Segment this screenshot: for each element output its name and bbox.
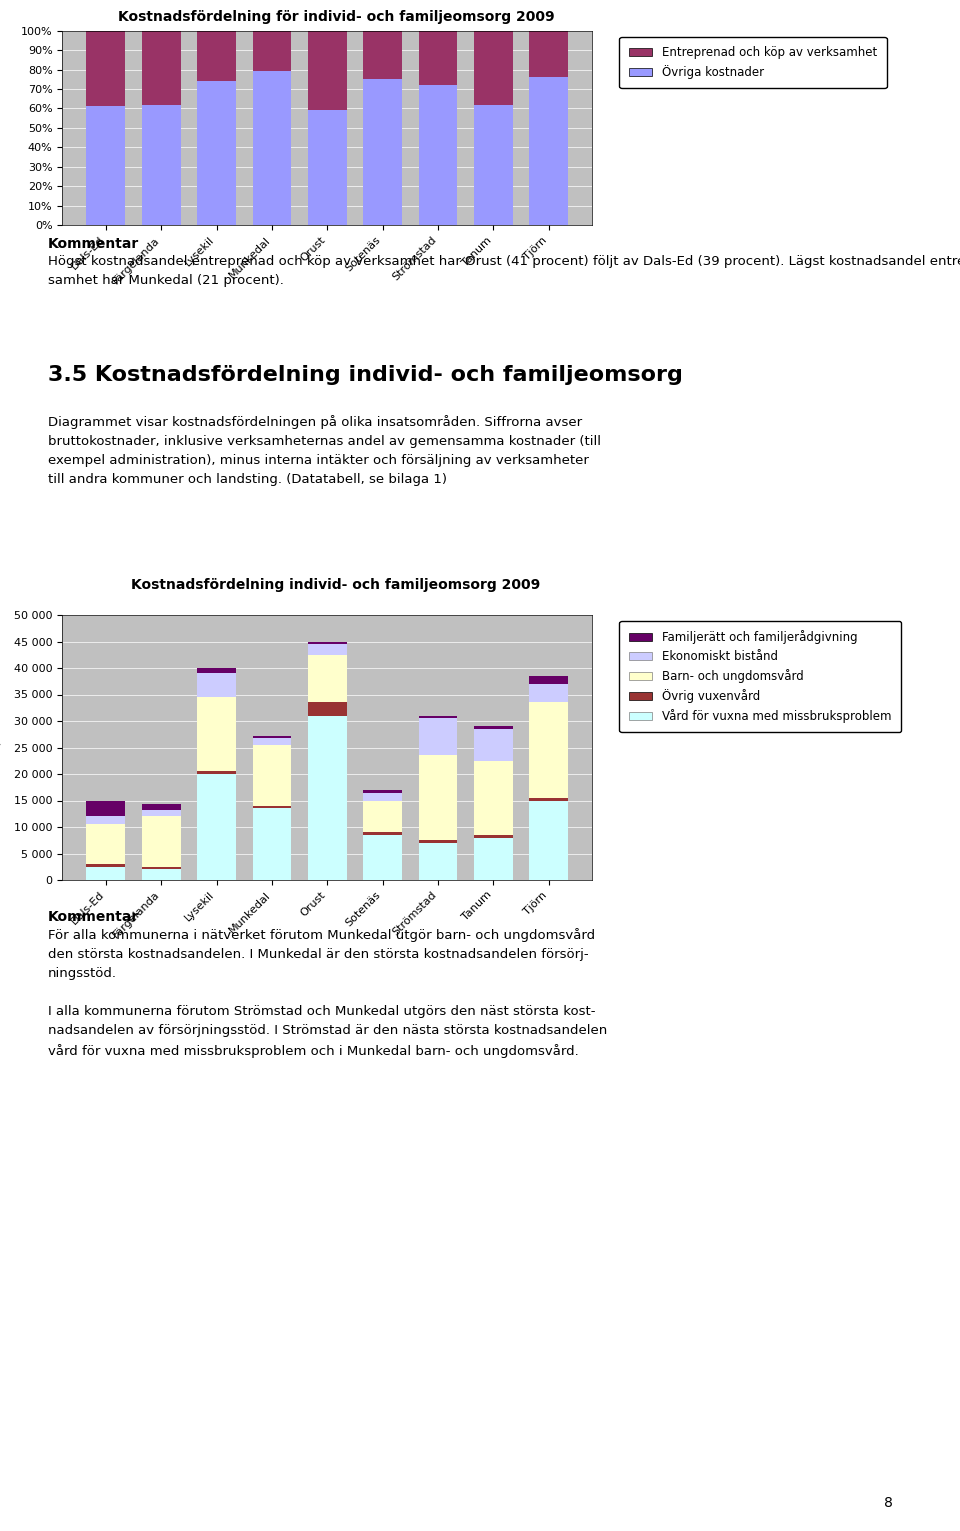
Text: Diagrammet visar kostnadsfördelningen på olika insatsområden. Siffrorna avser
br: Diagrammet visar kostnadsfördelningen på… bbox=[48, 415, 601, 485]
Bar bbox=[530, 77, 568, 225]
Bar bbox=[419, 755, 458, 841]
Bar bbox=[530, 677, 568, 684]
Legend: Familjerätt och familjerådgivning, Ekonomiskt bistånd, Barn- och ungdomsvård, Öv: Familjerätt och familjerådgivning, Ekono… bbox=[619, 622, 900, 732]
Bar bbox=[419, 841, 458, 844]
Bar bbox=[419, 718, 458, 755]
Bar bbox=[530, 684, 568, 703]
Bar bbox=[530, 798, 568, 801]
Text: Högst kostnadsandel entreprenad och köp av verksamhet har Orust (41 procent) föl: Högst kostnadsandel entreprenad och köp … bbox=[48, 256, 960, 286]
Bar bbox=[363, 790, 402, 793]
Legend: Entreprenad och köp av verksamhet, Övriga kostnader: Entreprenad och köp av verksamhet, Övrig… bbox=[619, 37, 887, 89]
Bar bbox=[86, 863, 125, 867]
Text: För alla kommunerna i nätverket förutom Munkedal utgör barn- och ungdomsvård
den: För alla kommunerna i nätverket förutom … bbox=[48, 928, 608, 1058]
Bar bbox=[197, 81, 236, 225]
Bar bbox=[363, 80, 402, 225]
Bar bbox=[419, 86, 458, 225]
Bar bbox=[308, 645, 347, 655]
Bar bbox=[252, 31, 292, 72]
Bar bbox=[86, 867, 125, 880]
Bar bbox=[419, 31, 458, 86]
Bar bbox=[474, 726, 513, 729]
Bar bbox=[252, 736, 292, 738]
Text: 8: 8 bbox=[884, 1496, 893, 1510]
Bar bbox=[530, 31, 568, 77]
Text: Kostnadsfördelning för individ- och familjeomsorg 2009: Kostnadsfördelning för individ- och fami… bbox=[118, 11, 554, 24]
Bar bbox=[530, 801, 568, 880]
Bar bbox=[142, 31, 180, 104]
Bar bbox=[252, 746, 292, 805]
Bar bbox=[474, 104, 513, 225]
Bar bbox=[252, 805, 292, 808]
Bar bbox=[363, 834, 402, 880]
Bar bbox=[142, 804, 180, 810]
Bar bbox=[197, 772, 236, 775]
Bar bbox=[252, 72, 292, 225]
Bar bbox=[197, 674, 236, 697]
Text: Kostnadsfördelning individ- och familjeomsorg 2009: Kostnadsfördelning individ- och familjeo… bbox=[132, 579, 540, 592]
Bar bbox=[142, 816, 180, 867]
Text: Kommentar: Kommentar bbox=[48, 237, 139, 251]
Bar bbox=[197, 31, 236, 81]
Bar bbox=[252, 808, 292, 880]
Bar bbox=[419, 844, 458, 880]
Text: Kommentar: Kommentar bbox=[48, 909, 139, 925]
Bar bbox=[308, 31, 347, 110]
Text: 3.5 Kostnadsfördelning individ- och familjeomsorg: 3.5 Kostnadsfördelning individ- och fami… bbox=[48, 364, 683, 384]
Bar bbox=[308, 715, 347, 880]
Bar bbox=[308, 655, 347, 703]
Bar bbox=[363, 793, 402, 801]
Bar bbox=[142, 870, 180, 880]
Bar bbox=[252, 738, 292, 746]
Bar bbox=[474, 31, 513, 104]
Bar bbox=[86, 816, 125, 824]
Bar bbox=[474, 761, 513, 834]
Bar bbox=[86, 801, 125, 816]
Bar bbox=[474, 834, 513, 837]
Bar bbox=[474, 837, 513, 880]
Bar bbox=[142, 867, 180, 870]
Bar bbox=[197, 697, 236, 772]
Bar bbox=[363, 801, 402, 833]
Bar bbox=[308, 703, 347, 715]
Bar bbox=[86, 824, 125, 863]
Bar bbox=[363, 833, 402, 834]
Bar bbox=[142, 810, 180, 816]
Bar bbox=[197, 668, 236, 674]
Bar bbox=[86, 107, 125, 225]
Bar bbox=[419, 715, 458, 718]
Bar bbox=[142, 104, 180, 225]
Bar bbox=[197, 775, 236, 880]
Bar bbox=[530, 703, 568, 798]
Bar bbox=[474, 729, 513, 761]
Bar bbox=[363, 31, 402, 80]
Bar bbox=[86, 31, 125, 107]
Bar bbox=[308, 641, 347, 645]
Bar bbox=[308, 110, 347, 225]
